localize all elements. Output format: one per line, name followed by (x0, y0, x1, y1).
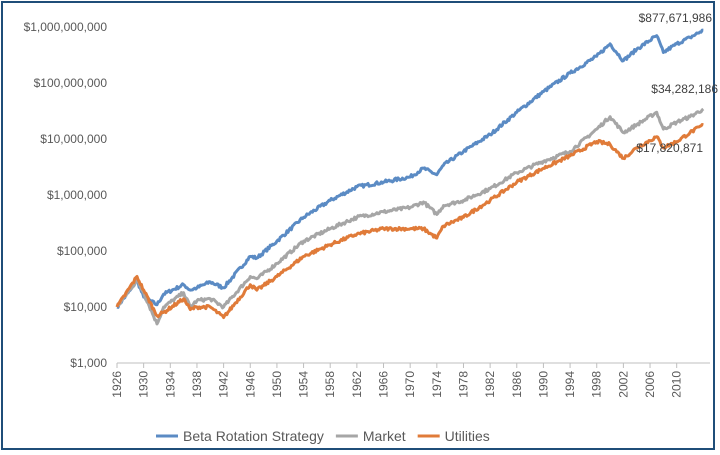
x-tick-label: 1998 (590, 371, 604, 398)
legend: Beta Rotation Strategy Market Utilities (156, 428, 490, 444)
series-lines (115, 28, 705, 326)
y-tick-label: $1,000 (70, 356, 107, 370)
x-tick-label: 1962 (350, 371, 364, 398)
series-line-beta-rotation-strategy (116, 28, 704, 309)
x-tick-label: 1926 (110, 371, 124, 398)
chart-frame (1, 1, 715, 450)
x-tick-label: 1958 (323, 371, 337, 398)
x-tick-label: 1994 (563, 371, 577, 398)
x-tick-label: 1986 (510, 371, 524, 398)
x-tick-label: 1982 (483, 371, 497, 398)
x-tick-label: 1946 (243, 371, 257, 398)
axes: $1,000 $10,000 $100,000 $1,000,000 $10,000,0… (24, 20, 710, 398)
x-tick-label: 1934 (163, 371, 177, 398)
y-tick-label: $10,000,000 (40, 132, 107, 146)
y-tick-label: $1,000,000 (47, 188, 107, 202)
x-tick-label: 1990 (536, 371, 550, 398)
end-value-label: $877,671,986 (639, 11, 713, 25)
x-tick-label: 1978 (456, 371, 470, 398)
x-tick-label: 1942 (217, 371, 231, 398)
series-line-utilities (115, 123, 704, 319)
y-tick-label: $100,000,000 (34, 76, 108, 90)
end-labels: $877,671,986 $34,282,186 $17,820,871 (636, 11, 718, 155)
legend-label: Market (363, 428, 406, 444)
y-tick-label: $100,000 (57, 244, 107, 258)
x-tick-label: 1954 (297, 371, 311, 398)
x-tick-label: 2006 (643, 371, 657, 398)
end-value-label: $34,282,186 (651, 82, 718, 96)
x-tick-label: 1950 (270, 371, 284, 398)
legend-label: Beta Rotation Strategy (183, 428, 324, 444)
legend-label: Utilities (445, 428, 490, 444)
y-tick-label: $10,000 (64, 300, 108, 314)
x-tick-label: 1938 (190, 371, 204, 398)
x-tick-label: 2002 (616, 371, 630, 398)
x-tick-label: 1966 (377, 371, 391, 398)
x-tick-label: 1970 (403, 371, 417, 398)
series-line-market (115, 107, 705, 326)
x-tick-label: 2010 (670, 371, 684, 398)
y-tick-label: $1,000,000,000 (24, 20, 108, 34)
x-tick-label: 1930 (137, 371, 151, 398)
end-value-label: $17,820,871 (636, 141, 703, 155)
x-tick-label: 1974 (430, 371, 444, 398)
